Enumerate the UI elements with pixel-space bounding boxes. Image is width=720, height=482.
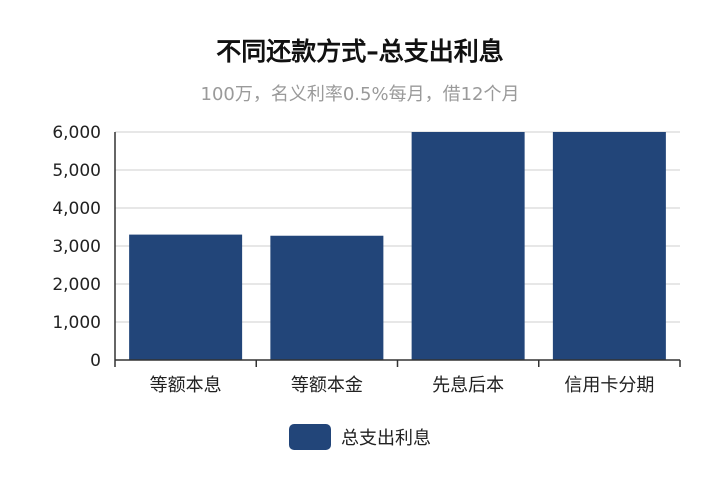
bar[interactable] [411, 132, 525, 360]
y-tick-label: 0 [90, 351, 101, 371]
bar[interactable] [552, 132, 666, 360]
x-tick-label: 先息后本 [432, 375, 504, 396]
bar[interactable] [270, 235, 384, 360]
y-tick-labels: 0 1,000 2,000 3,000 4,000 5,000 6,000 [52, 123, 101, 371]
y-tick-label: 6,000 [52, 123, 101, 143]
chart-title: 不同还款方式–总支出利息 [216, 37, 504, 66]
chart-subtitle: 100万，名义利率0.5%每月，借12个月 [200, 84, 520, 105]
x-tick-label: 等额本金 [291, 375, 363, 396]
bars [129, 132, 666, 360]
bar[interactable] [129, 234, 243, 360]
y-tick-label: 5,000 [52, 161, 101, 181]
axes [114, 132, 681, 367]
x-tick-label: 等额本息 [150, 375, 222, 396]
legend[interactable]: 总支出利息 [0, 424, 720, 450]
x-tick-labels: 等额本息 等额本金 先息后本 信用卡分期 [150, 375, 655, 396]
legend-swatch [289, 424, 331, 450]
y-tick-label: 1,000 [52, 313, 101, 333]
y-tick-label: 3,000 [52, 237, 101, 257]
y-tick-label: 2,000 [52, 275, 101, 295]
legend-label: 总支出利息 [341, 428, 431, 449]
x-tick-label: 信用卡分期 [564, 375, 654, 396]
y-tick-label: 4,000 [52, 199, 101, 219]
